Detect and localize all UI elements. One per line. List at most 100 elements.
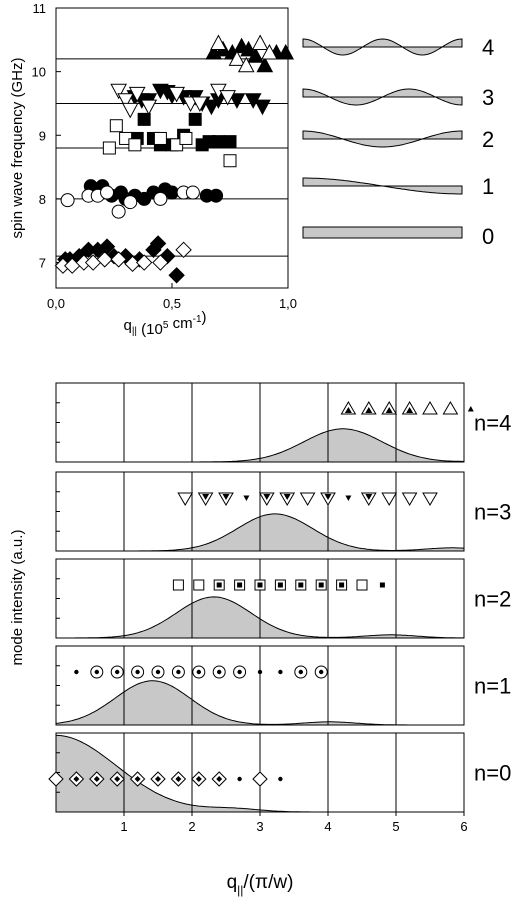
data-point-circle [100,185,115,200]
dispersion-chart: 7 8 9 10 11 0,0 0,5 1,0 spin wave frequency (GHz… [9,1,297,338]
data-point-triangle-down-center [263,494,271,500]
data-point-triangle-up [422,401,438,415]
intensity-panel-n=0: n=0 [48,732,511,813]
data-point-square [223,154,237,168]
data-point-triangle-down [110,83,127,100]
data-point-triangle-down [299,492,316,506]
x-axis-label-part: cm [168,315,192,332]
data-point-dot [237,776,242,782]
x-tick-label: 3 [256,819,263,834]
data-point-triangle-down [168,86,185,103]
data-point-square [128,138,142,152]
data-point-circle-center [155,669,161,675]
data-point-diamond-center [175,776,182,782]
data-point-diamond [110,251,127,268]
data-point-diamond-center [73,776,80,782]
mode-number-label: 3 [482,85,494,110]
data-point-square [109,119,123,133]
data-point-circle-center [135,669,140,675]
data-point-circle-center [237,669,242,675]
data-point-circle [185,185,200,200]
data-point-circle [165,185,179,200]
mode-number-label: 2 [482,127,494,152]
data-point-triangle-center [406,407,414,413]
y-axis-label: mode intensity (a.u.) [9,530,26,666]
intensity-panel-n=2: n=2 [55,558,511,639]
panel-label-n=3: n=3 [474,500,511,525]
y-tick-label: 11 [33,1,47,16]
data-point-diamond [168,267,185,284]
intensity-panel-n=3: n=3 [55,471,511,552]
data-point-triangle-center [365,407,373,413]
intensity-panel-n=4: n=4 [55,382,511,463]
data-point-triangle-down [228,93,246,109]
data-point-triangle-down [140,99,158,116]
x-axis-label: q||/(π/w) [227,872,294,897]
mode-profile-0 [302,226,463,239]
data-point-diamond [135,254,153,271]
data-point-triangle-down-center [202,494,210,500]
mode-number-label: 4 [482,35,494,60]
data-point-diamond [149,235,167,252]
y-axis-label: spin wave frequency (GHz) [9,58,26,239]
x-tick-label: 2 [188,819,195,834]
data-point-triangle-down [381,492,398,506]
x-tick-label: 0,0 [47,296,65,311]
x-axis-label-part: q [227,872,238,893]
data-point-circle-center [115,669,120,675]
data-point-triangle-down-center [283,494,291,500]
data-point-triangle-down [191,96,209,113]
data-point-diamond-center [155,776,161,782]
data-point-square-small [379,582,385,588]
data-point-diamond-center [216,776,223,782]
x-axis-label: q|| (105 cm-1) [123,309,206,338]
data-point-circle [60,193,75,208]
data-point-diamond-center [93,776,100,782]
x-tick-label: 5 [392,819,399,834]
data-point-square [211,135,225,149]
data-point-diamond [175,241,192,259]
x-axis-label-part: (10 [137,321,163,338]
data-point-square [193,579,205,591]
x-axis-label-part: || [132,326,137,337]
data-point-triangle-down [203,99,220,116]
data-point-square [223,135,237,149]
data-point-square-center [277,582,283,588]
data-point-triangle-down-small [243,495,250,501]
data-point-dot [278,776,283,782]
y-tick-label: 8 [39,192,46,207]
data-point-diamond [152,254,169,271]
data-point-diamond [252,771,268,787]
data-point-triangle-down [401,492,418,506]
data-point-triangle-up [256,56,274,73]
data-point-circle [111,204,126,219]
data-point-circle-center [319,669,324,675]
data-point-diamond [96,251,113,268]
data-point-triangle-up [261,43,278,60]
data-point-triangle-down [177,492,194,506]
data-point-circle [123,195,138,210]
intensity-panel-n=1: n=1 [55,645,511,726]
x-axis-label-part: ) [202,309,207,326]
data-point-triangle-up [228,50,246,66]
data-point-circle [153,191,168,206]
data-point-triangle-down-center [324,494,332,500]
data-point-square [153,131,167,145]
data-point-triangle-up [442,401,459,415]
data-point-circle-center [196,669,201,675]
x-tick-label: 6 [460,819,467,834]
x-tick-label: 0,5 [163,296,181,311]
y-tick-label: 9 [39,128,46,143]
panel-label-n=1: n=1 [474,674,511,699]
data-point-diamond [48,771,64,787]
data-point-triangle-center [344,407,352,413]
panel-label-n=4: n=4 [474,411,511,436]
data-point-triangle-down-small [345,495,352,501]
data-point-square-center [237,582,243,588]
data-point-triangle-down [128,86,146,103]
data-point-triangle-down [422,492,438,506]
data-point-square [179,131,193,145]
data-point-triangle-up [237,56,255,73]
data-point-triangle-down [254,99,271,116]
data-point-triangle-up [210,34,227,50]
